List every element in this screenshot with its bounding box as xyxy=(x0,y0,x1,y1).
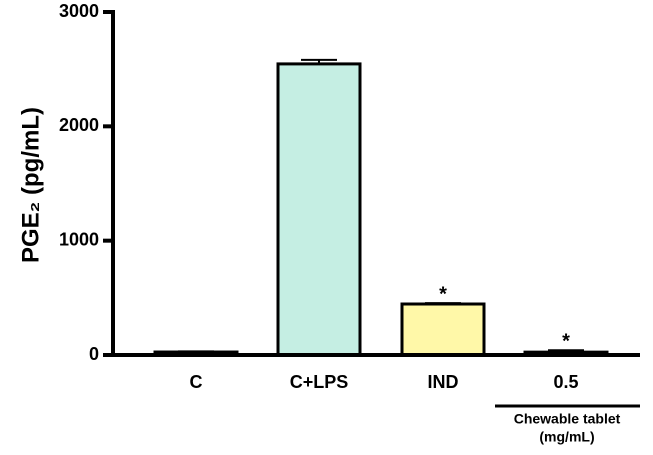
significance-mark: * xyxy=(439,283,447,305)
y-tick-label: 3000 xyxy=(59,1,99,21)
y-tick-label: 1000 xyxy=(59,229,99,249)
x-tick-label: C xyxy=(190,372,203,392)
group-label: Chewable tablet xyxy=(514,411,621,427)
x-tick-label: C+LPS xyxy=(290,372,349,392)
significance-mark: * xyxy=(562,331,570,353)
y-tick-label: 2000 xyxy=(59,115,99,135)
bar xyxy=(400,302,486,357)
x-tick-label: 0.5 xyxy=(553,372,578,392)
y-axis-label: PGE₂ (pg/mL) xyxy=(17,107,44,263)
y-tick-label: 0 xyxy=(89,344,99,364)
x-tick-label: IND xyxy=(428,372,459,392)
bar xyxy=(276,62,362,357)
group-label: (mg/mL) xyxy=(539,429,594,445)
